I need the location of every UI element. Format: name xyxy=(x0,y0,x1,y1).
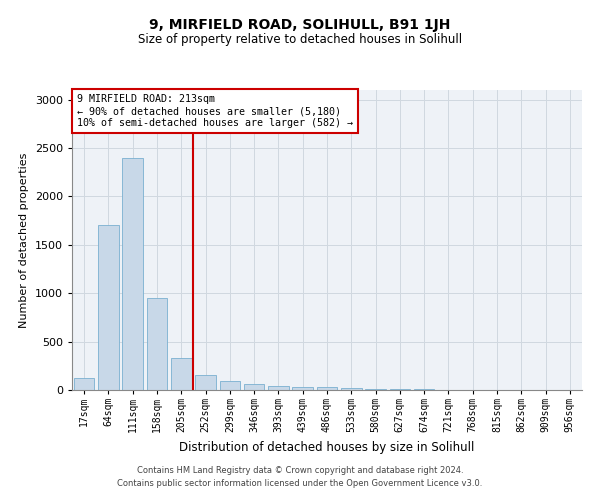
Text: Size of property relative to detached houses in Solihull: Size of property relative to detached ho… xyxy=(138,32,462,46)
Bar xyxy=(171,358,191,390)
Bar xyxy=(122,158,143,390)
Bar xyxy=(292,386,313,390)
Bar xyxy=(195,376,216,390)
Bar xyxy=(268,386,289,390)
Bar xyxy=(365,388,386,390)
Bar xyxy=(98,226,119,390)
Bar xyxy=(244,384,265,390)
Bar xyxy=(220,382,240,390)
Bar xyxy=(74,378,94,390)
Bar xyxy=(414,389,434,390)
Text: Contains HM Land Registry data © Crown copyright and database right 2024.
Contai: Contains HM Land Registry data © Crown c… xyxy=(118,466,482,487)
X-axis label: Distribution of detached houses by size in Solihull: Distribution of detached houses by size … xyxy=(179,440,475,454)
Y-axis label: Number of detached properties: Number of detached properties xyxy=(19,152,29,328)
Bar xyxy=(389,389,410,390)
Text: 9 MIRFIELD ROAD: 213sqm
← 90% of detached houses are smaller (5,180)
10% of semi: 9 MIRFIELD ROAD: 213sqm ← 90% of detache… xyxy=(77,94,353,128)
Bar xyxy=(341,388,362,390)
Bar xyxy=(317,387,337,390)
Bar xyxy=(146,298,167,390)
Text: 9, MIRFIELD ROAD, SOLIHULL, B91 1JH: 9, MIRFIELD ROAD, SOLIHULL, B91 1JH xyxy=(149,18,451,32)
